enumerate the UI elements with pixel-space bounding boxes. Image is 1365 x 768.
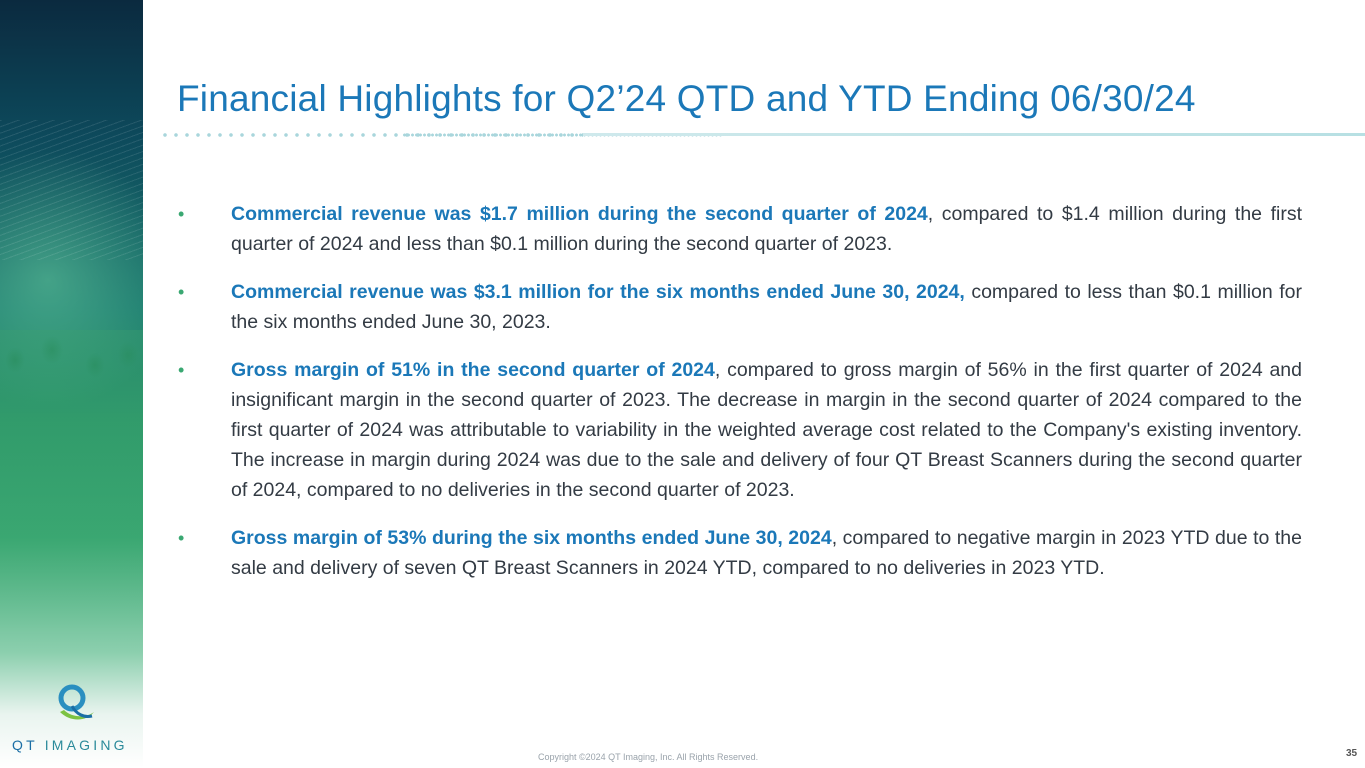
bullet-icon: • [178,360,185,380]
highlight-text: Gross margin of 53% during the six month… [231,527,832,549]
copyright-footer: Copyright ©2024 QT Imaging, Inc. All Rig… [538,752,759,762]
highlight-item-2: • Commercial revenue was $3.1 million for… [178,277,1302,337]
title-divider [163,132,1365,138]
page-number: 35 [1346,748,1358,759]
sidebar-people-silhouettes [0,330,143,630]
highlight-text: Gross margin of 51% in the second quarte… [231,359,715,381]
logo-mark-icon [58,684,94,720]
logo-wordmark: QT IMAGING [12,737,142,753]
divider-line [583,133,1365,136]
highlight-item-1: • Commercial revenue was $1.7 million dur… [178,199,1302,259]
bullet-icon: • [178,528,185,548]
divider-dense-dots [403,133,723,137]
body-text: , compared to gross margin of 56% in the… [231,359,1303,501]
logo-imaging: IMAGING [44,737,128,753]
sidebar-wave-lines [0,120,143,260]
decorative-sidebar: QT IMAGING [0,0,143,768]
qt-imaging-logo: QT IMAGING [0,680,143,768]
divider-dots [163,133,583,137]
body-text: , compared to negative margin in 2023 YT… [231,527,1302,579]
slide-title: Financial Highlights for Q2’24 QTD and Y… [177,78,1196,119]
body-text: , compared to $1.4 million during the fi… [231,203,1302,255]
highlight-item-4: • Gross margin of 53% during the six mont… [178,523,1302,583]
highlight-text: Commercial revenue was $1.7 million duri… [231,203,928,225]
highlight-item-3: • Gross margin of 51% in the second quart… [178,355,1302,505]
highlights-list: • Commercial revenue was $1.7 million dur… [178,199,1302,601]
body-text: compared to less than $0.1 million for t… [231,281,1302,333]
logo-qt: QT [12,737,38,753]
bullet-icon: • [178,204,185,224]
highlight-text: Commercial revenue was $3.1 million for … [231,281,965,303]
bullet-icon: • [178,282,185,302]
